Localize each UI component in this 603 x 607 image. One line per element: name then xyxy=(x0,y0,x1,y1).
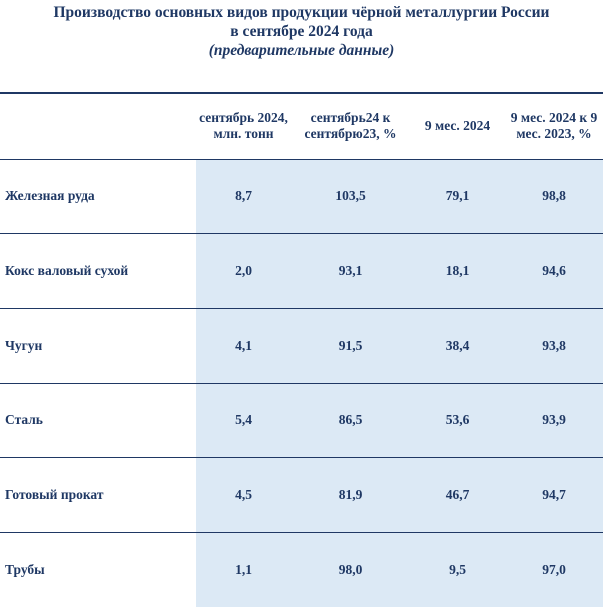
header-cell-empty xyxy=(0,92,196,160)
table-cell: 2,0 xyxy=(196,233,291,309)
table-cell: 4,5 xyxy=(196,457,291,533)
header-cell-9-months-2024: 9 мес. 2024 xyxy=(410,92,505,160)
row-label: Готовый прокат xyxy=(0,457,196,533)
row-label: Чугун xyxy=(0,308,196,384)
table-row: Готовый прокат 4,5 81,9 46,7 94,7 xyxy=(0,457,603,533)
table-cell: 4,1 xyxy=(196,308,291,384)
document-title: Производство основных видов продукции чё… xyxy=(0,3,603,60)
table-row: Трубы 1,1 98,0 9,5 97,0 xyxy=(0,532,603,607)
title-subtitle: (предварительные данные) xyxy=(208,42,395,59)
table-cell: 18,1 xyxy=(410,233,505,309)
title-line-1: Производство основных видов продукции чё… xyxy=(53,4,550,21)
title-line-2: в сентябре 2024 года xyxy=(230,23,373,40)
row-label: Железная руда xyxy=(0,159,196,235)
table-cell: 8,7 xyxy=(196,159,291,235)
production-table: сентябрь 2024, млн. тонн сентябрь24 к се… xyxy=(0,92,603,607)
header-row: сентябрь 2024, млн. тонн сентябрь24 к се… xyxy=(0,92,603,160)
row-label: Сталь xyxy=(0,383,196,459)
row-label: Трубы xyxy=(5,562,45,578)
table-cell: 93,8 xyxy=(505,308,603,384)
table-cell: 98,8 xyxy=(505,159,603,235)
table-cell: 98,0 xyxy=(291,532,410,607)
table-cell: 81,9 xyxy=(291,457,410,533)
table-cell: 38,4 xyxy=(410,308,505,384)
table-cell: 94,7 xyxy=(505,457,603,533)
table-cell: 86,5 xyxy=(291,383,410,459)
table-cell: 97,0 xyxy=(505,532,603,607)
table-cell: 103,5 xyxy=(291,159,410,235)
table-cell: 46,7 xyxy=(410,457,505,533)
table-cell: 53,6 xyxy=(410,383,505,459)
table-row: Железная руда 8,7 103,5 79,1 98,8 xyxy=(0,159,603,235)
header-cell-september-2024: сентябрь 2024, млн. тонн xyxy=(196,92,291,160)
table-cell: 91,5 xyxy=(291,308,410,384)
header-cell-9-months-yoy: 9 мес. 2024 к 9 мес. 2023, % xyxy=(505,92,603,160)
table-cell: 93,9 xyxy=(505,383,603,459)
table-row: Сталь 5,4 86,5 53,6 93,9 xyxy=(0,383,603,459)
table-row: Чугун 4,1 91,5 38,4 93,8 xyxy=(0,308,603,384)
table-row: Кокс валовый сухой 2,0 93,1 18,1 94,6 xyxy=(0,233,603,309)
table-cell: 94,6 xyxy=(505,233,603,309)
header-cell-september-yoy: сентябрь24 к сентябрю23, % xyxy=(291,92,410,160)
table-cell: 1,1 xyxy=(196,532,291,607)
table-cell: 9,5 xyxy=(410,532,505,607)
table-cell: 5,4 xyxy=(196,383,291,459)
row-label: Кокс валовый сухой xyxy=(0,233,196,309)
table-cell: 79,1 xyxy=(410,159,505,235)
table-cell: 93,1 xyxy=(291,233,410,309)
